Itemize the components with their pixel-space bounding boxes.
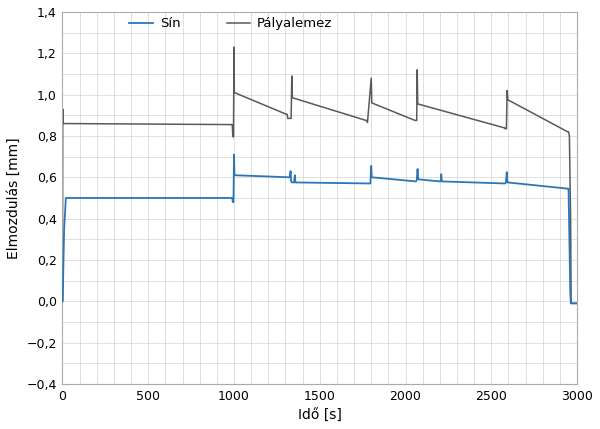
Pályalemez [568,301,575,306]
Sín [289,180,296,185]
Pályalemez [503,126,510,131]
Sín [59,268,67,273]
Sín [436,179,443,184]
Sín [367,181,374,186]
Sín [566,288,574,293]
Line: Sín: Sín [62,154,577,303]
Pályalemez [59,106,67,112]
Sín [414,166,421,172]
Sín [565,186,572,191]
Pályalemez [564,129,571,134]
Sín [415,177,422,182]
Sín [230,152,238,157]
Pályalemez [362,118,370,123]
Pályalemez [228,122,235,127]
Pályalemez [412,118,419,123]
Pályalemez [289,95,296,100]
Sín [503,169,511,175]
Pályalemez [230,45,238,50]
Pályalemez [368,76,375,81]
Sín [285,175,292,180]
Pályalemez [229,133,236,139]
Line: Pályalemez: Pályalemez [62,47,577,303]
Pályalemez [229,122,236,127]
Legend: Sín, Pályalemez: Sín, Pályalemez [124,12,338,36]
Pályalemez [503,88,511,93]
Pályalemez [574,301,581,306]
Sín [502,180,509,185]
Sín [59,299,67,304]
Pályalemez [283,112,290,117]
Pályalemez [567,216,574,221]
Pályalemez [364,118,371,123]
Pályalemez [230,134,237,139]
Pályalemez [501,125,508,130]
Sín [437,172,445,177]
Sín [61,227,68,232]
Sín [368,175,376,180]
Sín [287,179,295,184]
Pályalemez [287,116,295,121]
Sín [59,299,66,304]
Sín [574,301,581,306]
Pályalemez [504,97,511,103]
Pályalemez [413,67,421,73]
Sín [290,180,298,185]
Pályalemez [368,100,376,106]
Sín [368,163,375,169]
Sín [230,199,237,205]
Pályalemez [288,73,295,79]
Sín [412,179,419,184]
Sín [287,169,294,174]
Pályalemez [502,126,509,131]
Pályalemez [59,121,67,126]
Pályalemez [500,125,507,130]
Sín [567,301,574,306]
Sín [291,172,298,178]
Sín [292,180,299,185]
Pályalemez [59,299,66,304]
Sín [438,179,445,184]
Sín [415,175,422,180]
Pályalemez [414,101,421,106]
Pályalemez [284,112,291,117]
Sín [437,179,445,184]
Pályalemez [231,90,238,95]
Sín [502,181,509,186]
Sín [503,180,511,185]
Sín [62,195,70,200]
Pályalemez [565,129,572,134]
Sín [229,195,236,200]
Sín [566,237,573,242]
Sín [504,180,511,185]
Sín [286,175,293,180]
Y-axis label: Elmozdulás [mm]: Elmozdulás [mm] [7,137,21,259]
Pályalemez [364,120,371,125]
Pályalemez [566,133,573,139]
Sín [229,199,236,205]
Sín [413,178,421,183]
Sín [231,172,238,178]
Pályalemez [412,118,419,123]
Sín [564,186,571,191]
Pályalemez [284,116,291,121]
X-axis label: Idő [s]: Idő [s] [298,408,342,422]
Pályalemez [413,118,421,123]
